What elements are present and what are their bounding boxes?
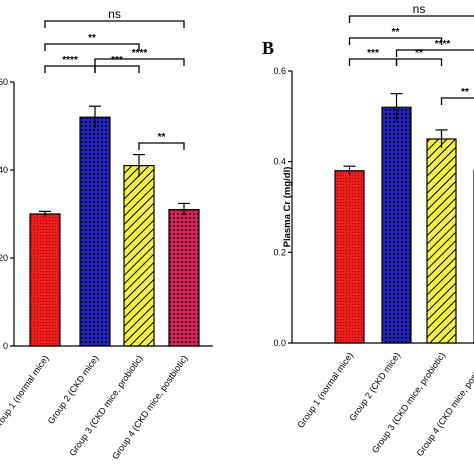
y-tick-label: 0.0 <box>273 338 286 348</box>
significance-label: **** <box>435 39 451 50</box>
x-tick-label: Group 4 (CKD mice, postbiotic) <box>415 350 474 458</box>
significance-label: ** <box>392 27 400 38</box>
significance-bracket <box>94 65 140 73</box>
significance-label: ** <box>461 87 469 98</box>
significance-bracket <box>348 37 443 45</box>
significance-label: ns <box>108 7 121 21</box>
y-tick-label: 0 <box>3 341 8 351</box>
significance-label: **** <box>62 55 78 66</box>
bar-pattern <box>168 209 200 347</box>
significance-bracket <box>44 43 140 51</box>
significance-bracket <box>138 142 185 150</box>
panel-label: B <box>262 38 274 58</box>
panel-b-chart: 0.0 0.2 0.4 0.6 Plasma Cr (mg/dl) B Group 1 (n… <box>262 2 474 458</box>
significance-label: ** <box>158 132 166 143</box>
x-tick-label: Group 3 (CKD mice, probiotic) <box>67 353 144 457</box>
significance-bracket <box>440 97 474 105</box>
bar-pattern <box>426 138 457 344</box>
significance-label: ns <box>413 2 426 16</box>
significance-bracket <box>395 58 443 66</box>
y-tick-label: 40 <box>0 165 8 175</box>
significance-bracket <box>44 65 96 73</box>
x-tick-label: Group 2 (CKD mice) <box>347 350 402 423</box>
y-tick-label: 20 <box>0 253 8 263</box>
significance-bracket <box>348 15 474 23</box>
y-axis-label: Plasma Cr (mg/dl) <box>282 167 293 248</box>
x-tick-label: Group 4 (CKD mice, postbiotic) <box>110 353 190 461</box>
y-tick-label: 0.6 <box>273 66 286 76</box>
bar-pattern <box>334 170 365 344</box>
y-tick-label: 0.4 <box>273 157 286 167</box>
significance-bracket <box>94 58 185 66</box>
significance-label: **** <box>132 48 148 59</box>
significance-label: ** <box>88 33 96 44</box>
significance-label: *** <box>367 48 379 59</box>
significance-bracket <box>348 58 398 66</box>
x-tick-label: Group 1 (normal mice) <box>295 350 355 429</box>
bar-pattern <box>123 165 155 347</box>
significance-bracket <box>395 49 474 57</box>
x-tick-label: Group 1 (normal mice) <box>0 353 51 432</box>
significance-bracket <box>44 20 185 28</box>
significance-label: ** <box>415 48 423 59</box>
bar-pattern <box>29 213 61 347</box>
bar-pattern <box>79 116 111 347</box>
y-tick-label: 0.2 <box>273 247 286 257</box>
significance-label: *** <box>111 55 123 66</box>
bar-pattern <box>381 106 412 344</box>
y-tick-label: 60 <box>0 77 8 87</box>
